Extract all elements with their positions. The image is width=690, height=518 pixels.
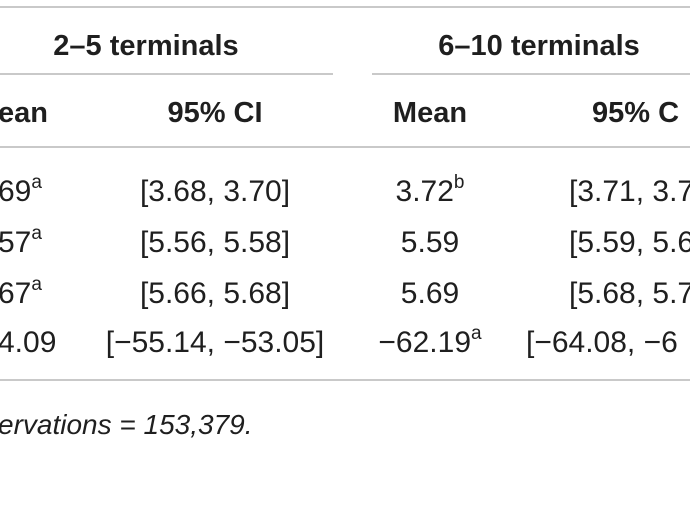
- table-row-2-ci-a: [5.56, 5.58]: [139, 226, 291, 259]
- table-row-3-mean-b: 5.69: [400, 277, 460, 310]
- group-header-6-10-terminals: 6–10 terminals: [438, 30, 640, 62]
- table-row-3-ci-b: [5.68, 5.7: [569, 277, 690, 310]
- table-row-3-ci-a: [5.66, 5.68]: [139, 277, 291, 310]
- header-bottom-rule: [0, 146, 690, 148]
- group-rule-2-5: [0, 73, 333, 75]
- table-row-4-mean-a: 4.09: [0, 326, 57, 359]
- table-row-1-mean-b: 3.72b: [395, 172, 465, 208]
- table-row-2-mean-a: 57a: [0, 223, 42, 259]
- group-rule-6-10: [372, 73, 690, 75]
- table-row-3-mean-a: 67a: [0, 274, 42, 310]
- subheader-ci-2: 95% C: [592, 97, 680, 129]
- table-bottom-rule: [0, 379, 690, 381]
- table-row-4-mean-b: −62.19a: [378, 323, 482, 359]
- table-row-1-ci-a: [3.68, 3.70]: [139, 175, 291, 208]
- table-row-4-ci-b: [−64.08, −6: [526, 326, 678, 359]
- table-row-4-ci-a: [−55.14, −53.05]: [105, 326, 325, 359]
- table-row-2-ci-b: [5.59, 5.6: [569, 226, 690, 259]
- subheader-ci-1: 95% CI: [167, 97, 263, 129]
- subheader-mean-1: ean: [0, 97, 48, 129]
- table-row-1-ci-b: [3.71, 3.7: [569, 175, 690, 208]
- table-footnote: ervations = 153,379.: [0, 409, 253, 440]
- table-row-1-mean-a: 69a: [0, 172, 42, 208]
- table-row-2-mean-b: 5.59: [400, 226, 460, 259]
- table-top-rule: [0, 6, 690, 8]
- group-header-2-5-terminals: 2–5 terminals: [53, 30, 239, 62]
- subheader-mean-2: Mean: [392, 97, 468, 129]
